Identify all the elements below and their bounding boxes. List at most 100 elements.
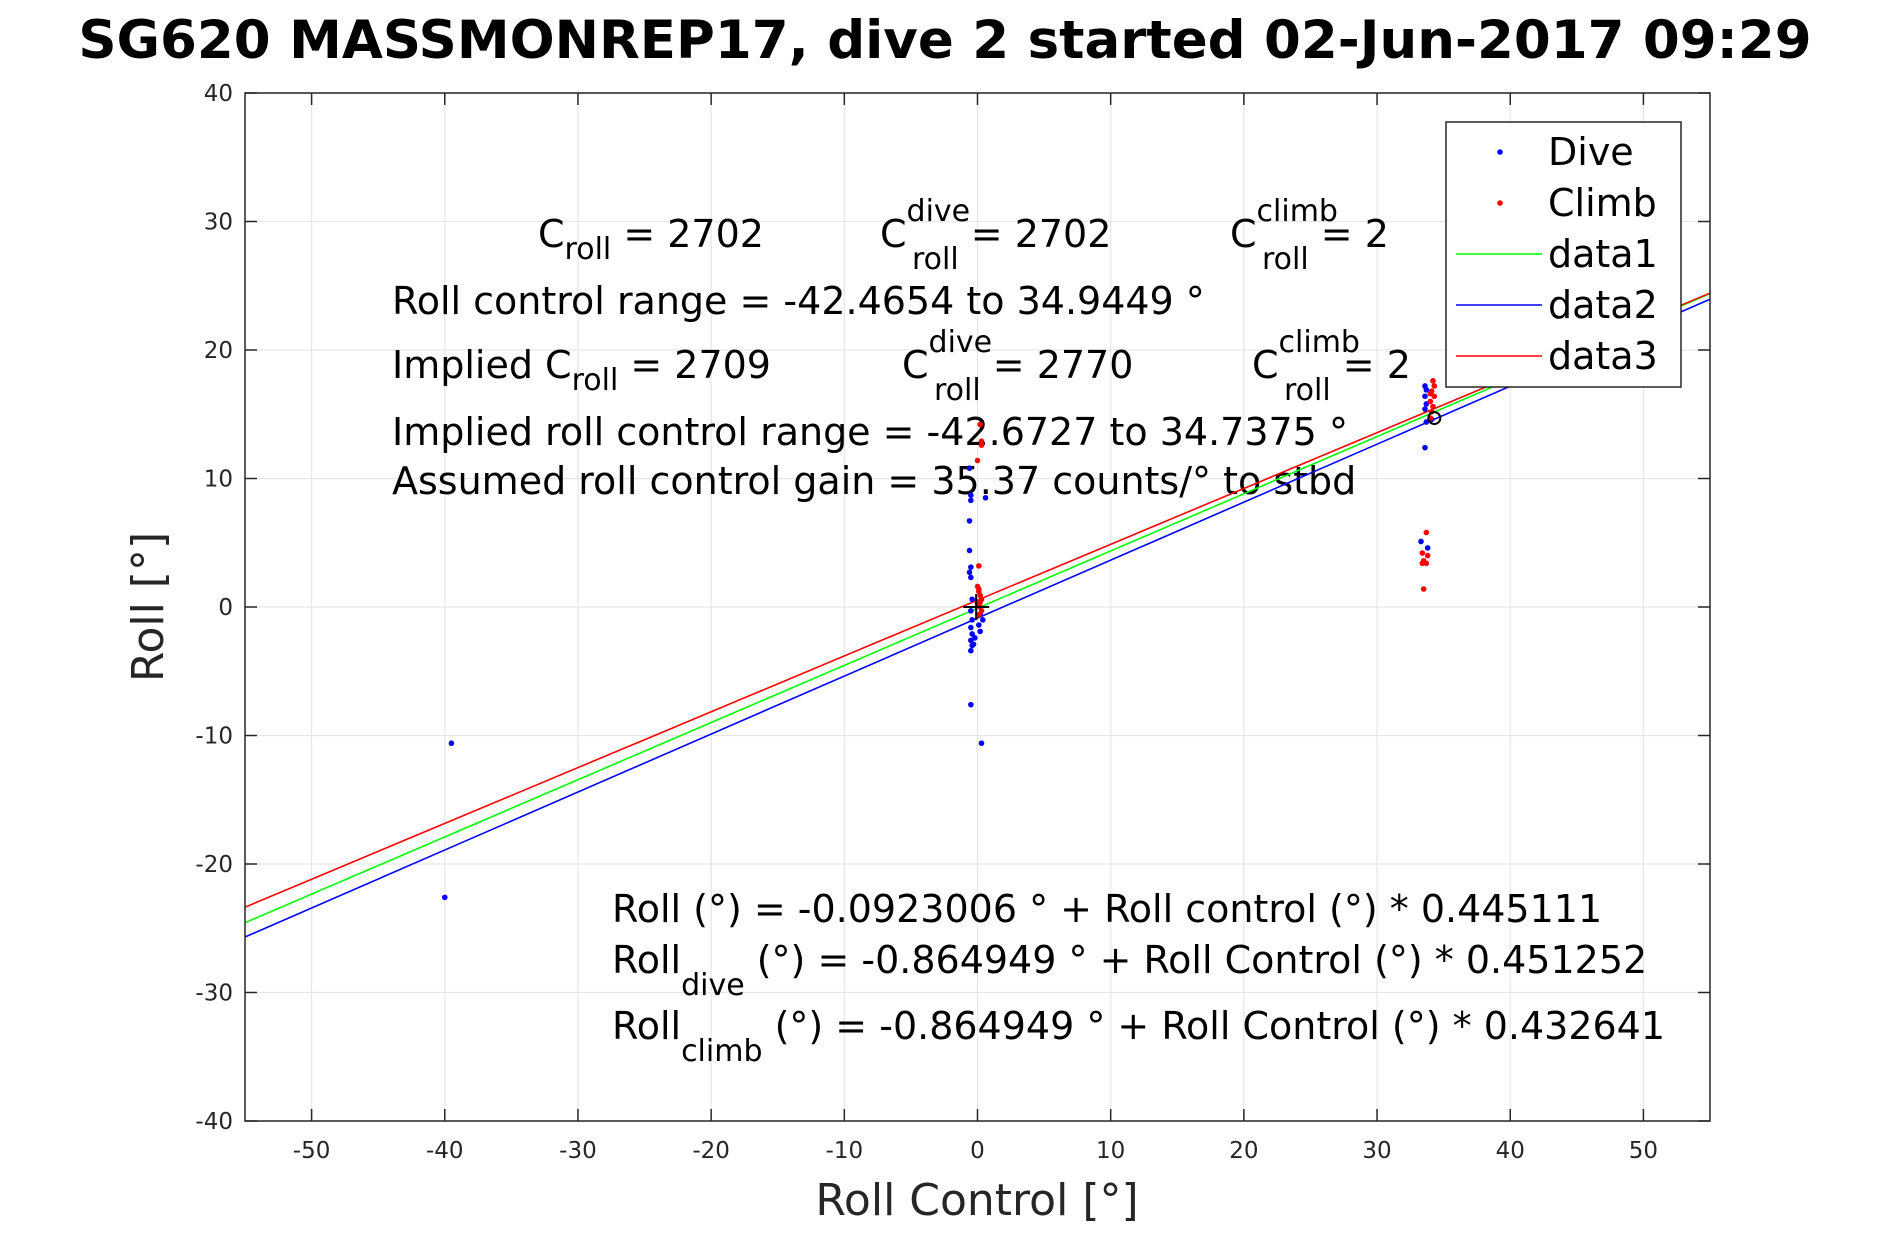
data-point-dive — [966, 547, 973, 554]
y-tick-label: 10 — [204, 467, 233, 493]
implied-c-roll-sub: roll — [572, 363, 619, 398]
data-point-dive — [448, 740, 455, 747]
annotation-line5: Assumed roll control gain = 35.37 counts… — [392, 459, 1356, 503]
data-point-dive — [1423, 419, 1430, 425]
data-point-climb — [978, 438, 985, 445]
data-point-climb — [1423, 529, 1430, 536]
c-roll-climb-sup: climb — [1257, 194, 1338, 229]
series-line-data3 — [244, 292, 1711, 908]
eq-dive-rest: (°) = -0.864949 ° + Roll Control (°) * 0… — [745, 938, 1648, 982]
x-tick-label: 40 — [1496, 1138, 1525, 1164]
data-point-climb — [1431, 393, 1438, 400]
legend-label-dive: Dive — [1548, 130, 1634, 174]
y-tick-label: 30 — [204, 210, 233, 236]
series-line-data1 — [244, 292, 1711, 924]
c-roll-climb-sub: roll — [1262, 242, 1309, 277]
data-point-climb — [977, 421, 983, 428]
data-point-dive — [1422, 393, 1428, 400]
data-point-dive — [968, 564, 974, 570]
c-roll-climb-symbol: C — [1230, 212, 1257, 256]
data-point-climb — [1430, 403, 1436, 410]
y-tick-label: -20 — [195, 852, 233, 878]
annotation-line3-dive: Cdive roll = 2770 — [902, 325, 1133, 408]
c-roll-sub: roll — [565, 232, 612, 267]
x-tick-label: -50 — [293, 1138, 331, 1164]
data-point-dive — [1422, 383, 1428, 389]
annotation-line1-dive: Cdive roll = 2702 — [880, 194, 1111, 277]
equation-roll-dive: Rolldive (°) = -0.864949 ° + Roll Contro… — [612, 938, 1647, 1003]
data-point-climb — [976, 563, 982, 569]
implied-climb-symbol: C — [1252, 343, 1279, 387]
annotation-line2: Roll control range = -42.4654 to 34.9449… — [392, 279, 1205, 323]
data-point-dive — [972, 635, 978, 641]
data-point-climb — [976, 611, 982, 618]
x-tick-label: 50 — [1629, 1138, 1658, 1164]
y-tick-label: 20 — [204, 338, 233, 364]
eq-climb-roll: Roll — [612, 1004, 681, 1048]
data-point-dive — [968, 647, 974, 654]
legend-label-data1: data1 — [1548, 232, 1658, 276]
data-point-climb — [1423, 560, 1430, 567]
data-point-dive — [969, 617, 975, 623]
data-point-climb — [974, 457, 981, 464]
data-point-dive — [1423, 401, 1430, 407]
eq-climb-rest: (°) = -0.864949 ° + Roll Control (°) * 0… — [763, 1004, 1666, 1048]
x-tick-label: -30 — [559, 1138, 597, 1164]
fit-lines — [244, 292, 1711, 938]
c-roll-value: = 2702 — [611, 212, 764, 256]
data-point-dive — [978, 740, 985, 747]
data-point-climb — [1427, 398, 1434, 405]
annotation-line1: Croll = 2702 — [538, 212, 764, 267]
data-point-climb — [977, 599, 983, 605]
c-roll-dive-sub: roll — [912, 242, 959, 277]
annotation-line4: Implied roll control range = -42.6727 to… — [392, 410, 1348, 454]
center-circle-marker — [1427, 411, 1442, 426]
y-axis-label: Roll [°] — [123, 532, 174, 682]
center-markers — [963, 411, 1442, 620]
annotation-line3-climb: Cclimb roll = 2 — [1252, 325, 1411, 408]
axis-ticks: -50 -40 -30 -20 -10 0 10 20 30 40 50 -40 -30 -20 -10 0 1… — [195, 81, 1710, 1164]
data-point-dive — [1418, 538, 1424, 545]
data-point-dive — [977, 628, 983, 635]
data-point-climb — [1420, 586, 1427, 592]
eq-climb-sub: climb — [681, 1034, 762, 1069]
data-point-climb — [1424, 552, 1431, 559]
x-tick-label: 0 — [970, 1138, 985, 1164]
implied-c-roll-label: Implied C — [392, 343, 572, 387]
implied-dive-symbol: C — [902, 343, 929, 387]
data-point-dive — [968, 624, 974, 631]
x-tick-label: 20 — [1229, 1138, 1258, 1164]
c-roll-climb-value: = 2 — [1309, 212, 1389, 256]
data-point-climb — [1427, 390, 1434, 397]
x-tick-label: 10 — [1096, 1138, 1125, 1164]
equation-roll-climb: Rollclimb (°) = -0.864949 ° + Roll Contr… — [612, 1004, 1665, 1069]
implied-c-roll-value: = 2709 — [618, 343, 771, 387]
data-point-climb — [1419, 550, 1426, 556]
x-tick-label: 30 — [1362, 1138, 1391, 1164]
y-tick-label: 0 — [218, 595, 233, 621]
implied-climb-value: = 2 — [1331, 343, 1411, 387]
implied-dive-sub: roll — [934, 373, 981, 408]
data-point-dive — [968, 497, 974, 504]
data-point-dive — [980, 617, 986, 623]
data-point-climb — [976, 586, 982, 592]
legend-marker-dive — [1497, 149, 1503, 155]
legend-marker-climb — [1497, 200, 1503, 206]
annotation-line1-climb: Cclimb roll = 2 — [1230, 194, 1389, 277]
legend-label-data3: data3 — [1548, 334, 1658, 378]
legend: Dive Climb data1 data2 data3 — [1445, 121, 1682, 388]
data-point-dive — [976, 622, 982, 628]
legend-label-data2: data2 — [1548, 283, 1658, 327]
data-point-dive — [968, 492, 974, 499]
data-point-dive — [1422, 444, 1428, 451]
c-roll-dive-sup: dive — [907, 194, 971, 229]
data-point-climb — [1419, 560, 1426, 567]
equation-roll: Roll (°) = -0.0923006 ° + Roll control (… — [612, 887, 1602, 931]
data-point-dive — [968, 701, 974, 708]
c-roll-dive-symbol: C — [880, 212, 907, 256]
data-point-dive — [441, 894, 448, 901]
eq-dive-sub: dive — [681, 968, 745, 1003]
data-points — [441, 378, 1438, 901]
chart-title: SG620 MASSMONREP17, dive 2 started 02-Ju… — [78, 10, 1811, 71]
implied-climb-sub: roll — [1284, 373, 1331, 408]
